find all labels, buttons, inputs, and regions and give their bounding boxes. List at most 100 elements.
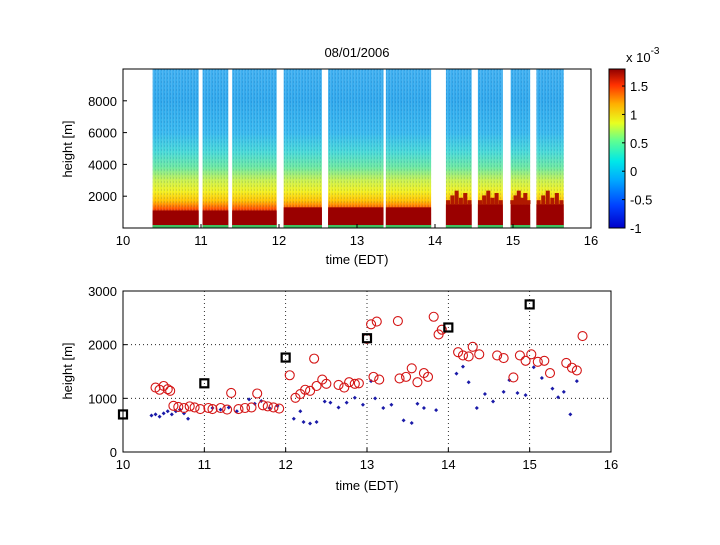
heatmap-segment-texture	[232, 69, 277, 228]
red-circle-point	[274, 403, 285, 414]
blue-dot-point	[415, 401, 420, 406]
blue-dot-point	[314, 419, 319, 424]
blue-dot-point	[550, 386, 555, 391]
red-circle-point	[463, 351, 474, 362]
scatter-x-tick-label: 11	[198, 457, 212, 472]
heatmap-x-tick-label: 14	[428, 233, 442, 248]
red-circle-point	[284, 370, 295, 381]
heatmap-data	[152, 69, 564, 228]
colorbar-exponent-power: -3	[651, 46, 660, 57]
red-circle-point	[349, 378, 360, 389]
heatmap-boundary-layer	[536, 204, 564, 225]
heatmap-x-tick-label: 15	[506, 233, 520, 248]
blue-dot-point	[157, 414, 162, 419]
red-circle-point	[520, 355, 531, 366]
red-circle-point	[257, 400, 268, 411]
heatmap-panel: 08/01/2006 10 11 12 13 14 15 16 20004000600080…	[60, 45, 660, 267]
black-square-point	[443, 322, 454, 333]
heatmap-segment-texture	[328, 69, 384, 228]
red-circle-point	[178, 402, 190, 414]
red-circle-point	[436, 324, 447, 335]
red-circle-point	[168, 400, 179, 411]
colorbar-tick-label: -1	[630, 221, 642, 236]
colorbar-tick-label: 1.5	[630, 79, 648, 94]
heatmap-plume	[550, 197, 555, 205]
scatter-x-tick-label: 12	[278, 457, 292, 472]
blue-dot-point	[556, 395, 561, 400]
scatter-x-tick-label: 13	[360, 457, 374, 472]
blue-dot-point	[491, 399, 496, 404]
red-circle-point	[400, 371, 412, 382]
heatmap-plume	[486, 190, 491, 205]
red-circle-point	[353, 378, 364, 389]
red-circle-point	[226, 387, 237, 399]
heatmap-boundary-layer	[202, 210, 229, 225]
colorbar-tick-label: -0.5	[630, 193, 652, 208]
red-circle-point	[544, 368, 556, 379]
blue-dot-point	[482, 392, 487, 397]
red-circle-point	[203, 402, 214, 414]
heatmap-plume	[482, 195, 487, 205]
heatmap-boundary-layer	[328, 207, 384, 225]
red-circle-point	[305, 385, 316, 396]
series-blue-dots	[149, 364, 579, 426]
colorbar-ticks: 1.5 1 0.5 0 -0.5 -1	[622, 79, 652, 236]
blue-dot-point	[501, 389, 506, 394]
heatmap-plume	[494, 193, 499, 205]
blue-dot-point	[568, 412, 573, 417]
heatmap-y-tick-label: 4000	[88, 157, 117, 172]
colorbar-exponent-base: x 10	[626, 50, 651, 65]
heatmap-plume	[513, 195, 518, 205]
black-square-point	[361, 333, 373, 344]
heatmap-plume	[477, 200, 482, 205]
red-circle-point	[532, 356, 543, 367]
heatmap-segment	[385, 69, 432, 228]
heatmap-surface-band	[445, 225, 472, 228]
red-circle-point	[184, 401, 195, 412]
red-circle-point	[239, 402, 251, 414]
red-circle-point	[474, 349, 485, 360]
blue-dot-point	[460, 364, 465, 369]
red-circle-point	[498, 353, 509, 364]
red-circle-point	[374, 374, 385, 385]
heatmap-plume	[545, 190, 550, 205]
red-circle-point	[300, 384, 311, 395]
red-circle-point	[173, 401, 184, 412]
heatmap-plume	[526, 200, 531, 205]
black-square-point	[524, 299, 535, 310]
scatter-x-tick-label: 10	[116, 457, 130, 472]
heatmap-surface-band	[202, 225, 229, 228]
red-circle-point	[526, 349, 537, 360]
heatmap-surface-band	[283, 225, 322, 228]
red-circle-point	[366, 319, 377, 330]
blue-dot-point	[466, 380, 471, 385]
red-circle-point	[514, 350, 525, 361]
heatmap-x-ticks: 10 11 12 13 14 15 16	[116, 224, 598, 248]
heatmap-plume	[490, 197, 495, 205]
red-circle-point	[566, 362, 578, 373]
heatmap-plume	[454, 190, 459, 205]
heatmap-y-tick-label: 6000	[88, 126, 117, 141]
heatmap-surface-band	[152, 225, 199, 228]
heatmap-segment-texture	[445, 69, 472, 228]
heatmap-boundary-layer	[477, 204, 503, 225]
blue-dot-point	[234, 409, 239, 414]
heatmap-segment	[510, 69, 531, 228]
red-circle-point	[189, 402, 200, 413]
red-circle-point	[392, 316, 403, 327]
blue-dot-point	[218, 407, 223, 412]
blue-dot-point	[421, 405, 426, 410]
heatmap-y-label: height [m]	[60, 120, 75, 177]
heatmap-boundary-layer	[445, 204, 472, 225]
heatmap-surface-band	[510, 225, 531, 228]
red-circle-point	[508, 372, 519, 383]
heatmap-plume	[467, 200, 472, 205]
heatmap-surface-band	[385, 225, 432, 228]
red-circle-point	[333, 379, 344, 390]
heatmap-segment-texture	[385, 69, 432, 228]
blue-dot-point	[149, 413, 154, 418]
heatmap-segment	[477, 69, 503, 228]
red-circle-point	[422, 371, 434, 382]
scatter-y-tick-label: 3000	[88, 284, 117, 299]
